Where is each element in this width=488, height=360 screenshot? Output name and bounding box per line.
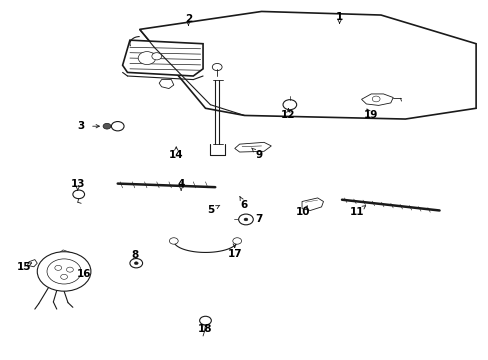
Text: 10: 10 (295, 207, 309, 217)
Polygon shape (302, 198, 323, 211)
Text: 5: 5 (206, 206, 214, 216)
Text: 14: 14 (168, 150, 183, 160)
Circle shape (138, 51, 156, 64)
Text: 18: 18 (198, 324, 212, 334)
Polygon shape (361, 94, 392, 105)
Polygon shape (58, 250, 70, 257)
Polygon shape (140, 12, 475, 119)
Circle shape (111, 122, 124, 131)
Circle shape (232, 238, 241, 244)
Text: 19: 19 (364, 111, 378, 121)
Text: 11: 11 (349, 207, 363, 217)
Text: 7: 7 (255, 215, 262, 224)
Circle shape (152, 53, 161, 60)
Text: 15: 15 (17, 262, 31, 272)
Circle shape (103, 123, 111, 129)
Circle shape (238, 214, 253, 225)
Circle shape (169, 238, 178, 244)
Text: 13: 13 (70, 179, 85, 189)
Text: 17: 17 (227, 248, 242, 258)
Text: 16: 16 (76, 269, 91, 279)
Circle shape (61, 274, 67, 279)
Text: 9: 9 (255, 150, 262, 160)
Polygon shape (122, 40, 203, 76)
Circle shape (55, 265, 61, 270)
Circle shape (371, 96, 379, 102)
Circle shape (244, 218, 247, 221)
Text: 2: 2 (184, 14, 192, 24)
Text: 3: 3 (78, 121, 84, 131)
Text: 6: 6 (241, 200, 247, 210)
Text: 12: 12 (281, 111, 295, 121)
Polygon shape (159, 80, 173, 89)
Circle shape (37, 252, 91, 291)
Polygon shape (27, 260, 37, 267)
Circle shape (199, 316, 211, 325)
Circle shape (47, 259, 81, 284)
Polygon shape (234, 142, 271, 152)
Text: 1: 1 (335, 12, 343, 22)
Circle shape (134, 262, 138, 265)
Polygon shape (69, 264, 79, 273)
Circle shape (66, 267, 73, 272)
Circle shape (130, 258, 142, 268)
Text: 8: 8 (131, 250, 138, 260)
Text: 4: 4 (177, 179, 184, 189)
